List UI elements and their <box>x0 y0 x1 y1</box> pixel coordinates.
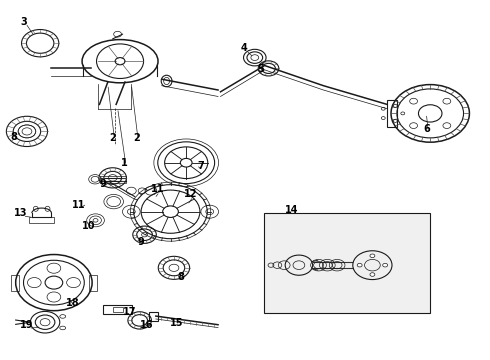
Bar <box>387 100 397 127</box>
Circle shape <box>410 98 417 104</box>
Circle shape <box>285 255 313 275</box>
Text: 8: 8 <box>177 272 184 282</box>
Text: 7: 7 <box>197 161 204 171</box>
Text: 18: 18 <box>66 298 79 308</box>
Text: 14: 14 <box>285 204 299 215</box>
Circle shape <box>370 254 375 258</box>
Bar <box>264 213 430 313</box>
Text: 4: 4 <box>241 42 247 53</box>
Text: 6: 6 <box>423 124 430 134</box>
Text: 3: 3 <box>20 17 27 27</box>
Text: 2: 2 <box>133 132 140 143</box>
Text: 8: 8 <box>10 132 17 142</box>
Text: 19: 19 <box>20 320 34 330</box>
Bar <box>89 275 97 291</box>
Text: 11: 11 <box>72 200 85 210</box>
Circle shape <box>353 251 392 280</box>
Bar <box>113 307 122 312</box>
Bar <box>11 275 19 291</box>
Text: 10: 10 <box>82 221 96 231</box>
Text: 11: 11 <box>151 184 165 194</box>
Text: 2: 2 <box>109 132 116 143</box>
Text: 17: 17 <box>123 307 137 318</box>
Text: 16: 16 <box>140 320 154 330</box>
Circle shape <box>410 123 417 129</box>
Circle shape <box>383 264 388 267</box>
Text: 5: 5 <box>257 64 264 74</box>
Circle shape <box>357 264 362 267</box>
Circle shape <box>443 123 451 129</box>
Text: 12: 12 <box>184 189 198 199</box>
Text: 9: 9 <box>138 237 145 247</box>
Circle shape <box>443 98 451 104</box>
Text: 13: 13 <box>14 208 27 218</box>
Circle shape <box>370 273 375 276</box>
Text: 1: 1 <box>121 158 127 168</box>
Text: 15: 15 <box>170 318 183 328</box>
Bar <box>29 217 54 223</box>
Bar <box>149 312 158 321</box>
Bar <box>103 305 132 314</box>
Text: 9: 9 <box>99 179 106 189</box>
Bar <box>100 176 126 183</box>
